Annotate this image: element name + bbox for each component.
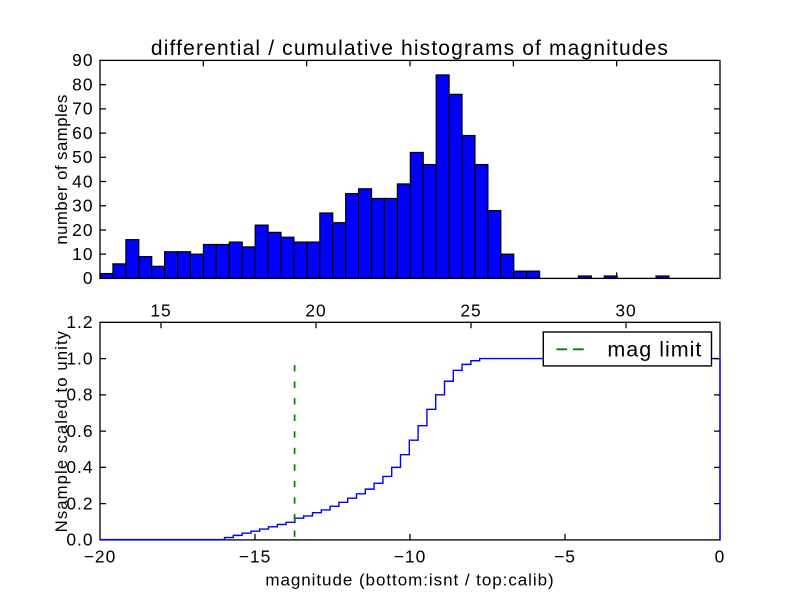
svg-text:number of samples: number of samples (52, 94, 71, 244)
svg-text:0.2: 0.2 (66, 493, 93, 513)
svg-text:15: 15 (150, 301, 171, 321)
svg-text:0.4: 0.4 (66, 457, 93, 477)
svg-text:−15: −15 (239, 547, 272, 567)
svg-text:40: 40 (72, 171, 93, 191)
svg-text:20: 20 (72, 220, 93, 240)
svg-text:30: 30 (615, 301, 636, 321)
svg-text:0.6: 0.6 (66, 421, 93, 441)
svg-text:mag limit: mag limit (607, 337, 702, 361)
svg-text:differential / cumulative hist: differential / cumulative histograms of … (151, 37, 669, 60)
svg-text:50: 50 (72, 147, 93, 167)
svg-text:90: 90 (72, 50, 93, 70)
svg-text:Nsample scaled to unity: Nsample scaled to unity (52, 330, 71, 532)
svg-text:20: 20 (305, 301, 326, 321)
svg-text:magnitude (bottom:isnt / top:c: magnitude (bottom:isnt / top:calib) (265, 571, 554, 590)
svg-text:0: 0 (83, 268, 94, 288)
svg-text:−5: −5 (554, 547, 576, 567)
svg-text:0.0: 0.0 (66, 530, 93, 550)
svg-text:70: 70 (72, 99, 93, 119)
svg-text:1.2: 1.2 (66, 312, 93, 332)
svg-text:−20: −20 (84, 547, 117, 567)
svg-text:1.0: 1.0 (66, 348, 93, 368)
svg-text:−10: −10 (394, 547, 427, 567)
svg-text:10: 10 (72, 244, 93, 264)
svg-text:30: 30 (72, 196, 93, 216)
svg-text:80: 80 (72, 74, 93, 94)
svg-text:60: 60 (72, 123, 93, 143)
svg-text:25: 25 (460, 301, 481, 321)
svg-text:0.8: 0.8 (66, 385, 93, 405)
svg-text:0: 0 (715, 547, 726, 567)
